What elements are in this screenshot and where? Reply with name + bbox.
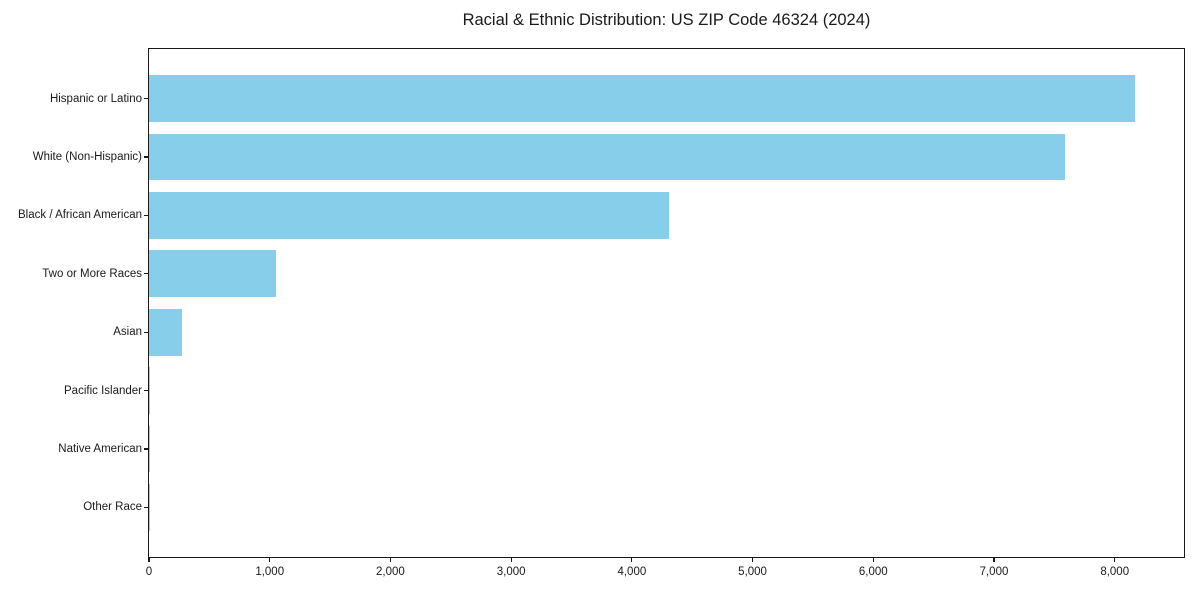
x-tick-label: 1,000 [255, 566, 285, 578]
x-tick-mark [1114, 558, 1116, 562]
x-tick-mark [993, 558, 995, 562]
y-tick-label: Pacific Islander [64, 384, 142, 397]
x-tick-mark [510, 558, 512, 562]
y-tick-label: Black / African American [18, 209, 142, 222]
chart-title: Racial & Ethnic Distribution: US ZIP Cod… [462, 11, 871, 29]
x-tick-mark [269, 558, 271, 562]
bar-asian [149, 308, 183, 356]
y-tick-mark [144, 389, 148, 392]
y-tick-label: Hispanic or Latino [49, 92, 142, 105]
x-tick-mark [751, 558, 754, 562]
x-tick-label: 2,000 [376, 566, 405, 578]
x-tick-label: 3,000 [496, 566, 526, 578]
y-tick-mark [144, 506, 148, 508]
y-tick-mark [144, 273, 148, 275]
bar-other-race [149, 484, 150, 531]
bar-pacific-islander [149, 367, 150, 414]
x-tick-mark [872, 558, 874, 562]
x-tick-label: 7,000 [979, 566, 1009, 578]
x-tick-mark [148, 558, 150, 562]
bar-native-american [149, 425, 151, 473]
bar-hispanic-or-latino [149, 75, 1135, 122]
y-tick-label: Other Race [83, 501, 142, 514]
x-tick-label: 5,000 [738, 566, 767, 578]
y-tick-mark [144, 331, 148, 333]
y-tick-mark [144, 156, 148, 158]
x-tick-label: 8,000 [1100, 566, 1130, 578]
bar-black-african-american [149, 192, 670, 239]
x-tick-mark [389, 558, 391, 562]
x-tick-label: 4,000 [617, 566, 647, 578]
y-tick-label: Asian [113, 326, 142, 339]
x-tick-label: 6,000 [858, 566, 888, 578]
y-tick-mark [144, 448, 148, 450]
y-tick-label: White (Non-Hispanic) [32, 151, 142, 164]
y-tick-label: Native American [58, 442, 142, 455]
x-tick-mark [631, 558, 633, 562]
plot-area [148, 48, 1185, 558]
y-tick-mark [144, 214, 148, 216]
x-tick-label: 0 [145, 566, 153, 578]
bar-two-or-more-races [149, 250, 277, 298]
y-tick-label: Two or More Races [42, 267, 142, 280]
y-tick-mark [144, 98, 148, 100]
bar-white-non-hispanic [149, 133, 1065, 181]
